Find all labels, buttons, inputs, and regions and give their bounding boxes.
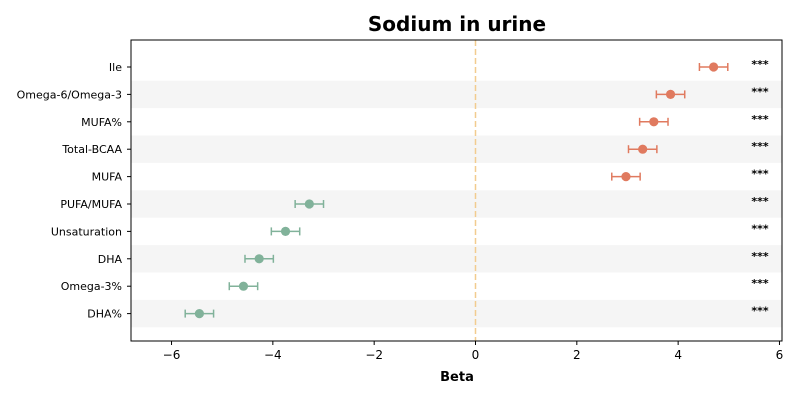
chart-title: Sodium in urine (368, 12, 546, 36)
significance-label: *** (751, 113, 769, 126)
data-point-group (655, 89, 686, 99)
beta-point (665, 89, 676, 99)
y-tick-label: Omega-6/Omega-3 (17, 88, 122, 101)
x-tick-label: 2 (573, 348, 581, 362)
y-tick-label: DHA% (87, 308, 122, 321)
significance-label: *** (751, 250, 769, 263)
beta-point (621, 172, 631, 182)
y-tick-label: Omega-3% (61, 280, 122, 293)
x-tick-label: 0 (472, 348, 480, 362)
significance-label: *** (751, 85, 769, 98)
significance-label: *** (751, 277, 769, 290)
row-band (131, 190, 782, 218)
significance-label: *** (751, 195, 769, 208)
significance-label: *** (751, 140, 769, 153)
y-tick-label: Unsaturation (51, 225, 122, 238)
significance-labels: *** *** *** *** *** *** *** *** *** *** (751, 58, 769, 318)
beta-point (280, 226, 291, 236)
data-point-group (270, 226, 301, 236)
x-tick-label: 4 (674, 348, 682, 362)
x-axis: −6 −4 −2 0 2 4 6 (163, 341, 784, 362)
beta-point (238, 281, 249, 291)
data-point-group (627, 144, 658, 154)
beta-point (254, 254, 264, 264)
x-tick-label: −4 (264, 348, 282, 362)
row-bands (131, 80, 782, 328)
data-point-group (698, 62, 729, 72)
y-tick-label: DHA (98, 253, 123, 266)
plot-frame (130, 39, 783, 342)
x-tick-label: −6 (163, 348, 181, 362)
row-band (131, 245, 782, 273)
data-point-group (228, 281, 259, 291)
y-tick-label: MUFA (92, 171, 123, 184)
data-point-group (184, 309, 215, 319)
data-point-group (611, 172, 641, 182)
y-axis: Ile Omega-6/Omega-3 MUFA% Total-BCAA MUFA PUF… (17, 61, 131, 321)
data-point-group (244, 254, 275, 264)
y-tick-label: Ile (109, 61, 122, 74)
data-marks (184, 62, 729, 319)
beta-point (638, 144, 648, 154)
data-point-group (638, 117, 669, 127)
x-tick-label: −2 (365, 348, 383, 362)
x-tick-label: 6 (776, 348, 784, 362)
beta-point (709, 62, 719, 72)
significance-label: *** (751, 58, 769, 71)
row-band (131, 299, 782, 328)
data-point-group (294, 199, 325, 209)
y-tick-label: MUFA% (81, 116, 122, 129)
x-axis-label: Beta (440, 370, 474, 385)
significance-label: *** (751, 168, 769, 181)
significance-label: *** (751, 305, 769, 318)
significance-label: *** (751, 222, 769, 235)
y-tick-label: Total-BCAA (61, 143, 122, 156)
beta-point (304, 199, 314, 209)
y-tick-label: PUFA/MUFA (60, 198, 122, 211)
beta-point (194, 309, 204, 319)
beta-point (649, 117, 659, 127)
row-band (131, 135, 782, 163)
